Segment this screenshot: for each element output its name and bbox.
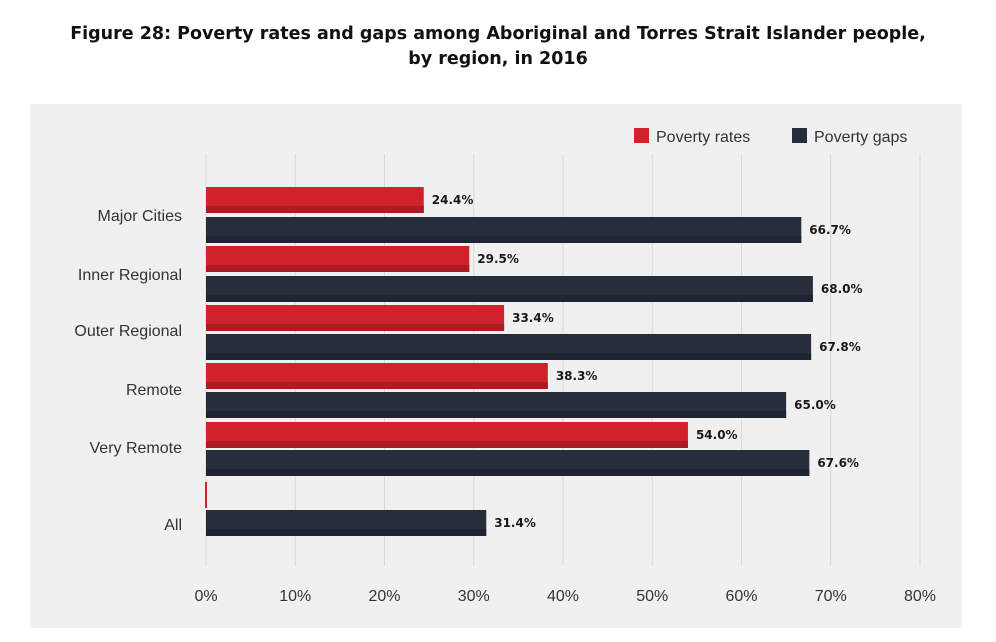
bar-poverty-gaps-very-remote-shade [206, 469, 810, 476]
bar-poverty-rates-very-remote-shade [206, 441, 688, 448]
data-label-poverty-gaps-major-cities: 66.7% [809, 223, 851, 237]
bar-poverty-rates-inner-regional-shade [206, 265, 470, 272]
bar-chart: 0% 10% 20% 30% 40% 50% 60% 70% 80% Major Cities In… [30, 104, 962, 628]
category-label-inner-regional: Inner Regional [78, 267, 182, 284]
legend-label-poverty-gaps: Poverty gaps [814, 129, 907, 146]
x-tick-label: 80% [904, 588, 936, 605]
bar-poverty-rates-major-cities-shade [206, 206, 424, 213]
bar-poverty-rates-outer-regional-shade [206, 324, 505, 331]
data-label-poverty-rates-major-cities: 24.4% [432, 193, 474, 207]
chart-title: Figure 28: Poverty rates and gaps among … [0, 22, 996, 72]
chart-title-line-2: by region, in 2016 [408, 49, 588, 69]
category-label-remote: Remote [126, 382, 182, 399]
bar-poverty-gaps-remote-shade [206, 411, 787, 418]
data-label-poverty-rates-very-remote: 54.0% [696, 428, 738, 442]
data-label-poverty-gaps-outer-regional: 67.8% [819, 340, 861, 354]
category-label-major-cities: Major Cities [98, 208, 182, 225]
legend-label-poverty-rates: Poverty rates [656, 129, 750, 146]
chart-panel: 0% 10% 20% 30% 40% 50% 60% 70% 80% Major Cities In… [30, 104, 962, 628]
bar-poverty-gaps-major-cities-shade [206, 236, 802, 243]
category-label-very-remote: Very Remote [90, 440, 183, 457]
bar-poverty-rates-all-empty [205, 482, 207, 508]
data-label-poverty-gaps-remote: 65.0% [794, 398, 836, 412]
data-label-poverty-gaps-very-remote: 67.6% [817, 456, 859, 470]
x-tick-label: 30% [458, 588, 490, 605]
bar-poverty-gaps-inner-regional-shade [206, 295, 813, 302]
data-label-poverty-rates-outer-regional: 33.4% [512, 311, 554, 325]
bar-poverty-gaps-all-shade [206, 529, 487, 536]
legend-swatch-poverty-rates [634, 128, 649, 143]
x-tick-label: 20% [368, 588, 400, 605]
bar-poverty-rates-remote-shade [206, 382, 548, 389]
x-tick-label: 40% [547, 588, 579, 605]
chart-title-line-1: Figure 28: Poverty rates and gaps among … [70, 24, 926, 44]
x-tick-label: 70% [815, 588, 847, 605]
bar-poverty-gaps-outer-regional-shade [206, 353, 812, 360]
data-label-poverty-gaps-inner-regional: 68.0% [821, 282, 863, 296]
category-label-outer-regional: Outer Regional [74, 323, 182, 340]
data-label-poverty-rates-remote: 38.3% [556, 369, 598, 383]
data-label-poverty-rates-inner-regional: 29.5% [477, 252, 519, 266]
data-label-poverty-gaps-all: 31.4% [494, 516, 536, 530]
x-tick-label: 0% [194, 588, 217, 605]
x-tick-label: 10% [279, 588, 311, 605]
x-tick-label: 60% [725, 588, 757, 605]
legend-swatch-poverty-gaps [792, 128, 807, 143]
x-tick-label: 50% [636, 588, 668, 605]
category-label-all: All [164, 517, 182, 534]
